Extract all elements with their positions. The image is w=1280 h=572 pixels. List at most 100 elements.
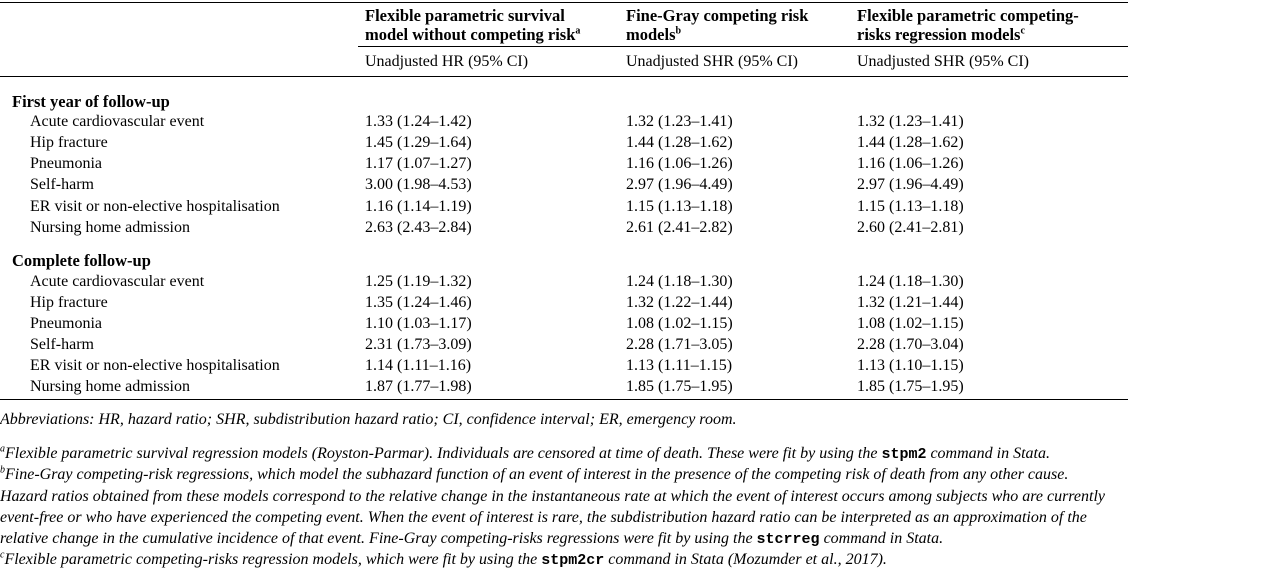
cell-shr-finegray: 2.28 (1.71–3.05) <box>626 336 733 353</box>
table-row: Acute cardiovascular event 1.25 (1.19–1.… <box>0 271 1128 292</box>
row-label: Hip fracture <box>30 294 108 311</box>
header-bottom-rule <box>0 76 1128 77</box>
table-bottom-rule <box>0 399 1128 400</box>
table-row: Hip fracture 1.45 (1.29–1.64) 1.44 (1.28… <box>0 132 1128 153</box>
footnote-b-line3: event-free or who have experienced the c… <box>0 509 1087 526</box>
footnote-c-marker: c <box>0 549 5 561</box>
section-title-first-year: First year of follow-up <box>12 92 170 111</box>
cell-shr-flexible: 1.32 (1.21–1.44) <box>857 294 964 311</box>
footnote-marker-b: b <box>675 25 682 37</box>
footnote-c-command: stpm2cr <box>541 552 605 569</box>
footnote-marker-c: c <box>1020 25 1025 37</box>
cell-hr: 1.35 (1.24–1.46) <box>365 294 472 311</box>
cell-shr-flexible: 1.15 (1.13–1.18) <box>857 198 964 215</box>
cell-shr-finegray: 1.15 (1.13–1.18) <box>626 198 733 215</box>
cell-shr-flexible: 1.44 (1.28–1.62) <box>857 134 964 151</box>
cell-shr-finegray: 2.97 (1.96–4.49) <box>626 176 733 193</box>
cell-hr: 1.25 (1.19–1.32) <box>365 273 472 290</box>
cell-hr: 3.00 (1.98–4.53) <box>365 176 472 193</box>
cell-shr-finegray: 1.24 (1.18–1.30) <box>626 273 733 290</box>
col1-header: Flexible parametric survival model witho… <box>365 6 580 44</box>
table-row: Nursing home admission 1.87 (1.77–1.98) … <box>0 376 1128 397</box>
cell-shr-flexible: 2.60 (2.41–2.81) <box>857 219 964 236</box>
cell-hr: 1.16 (1.14–1.19) <box>365 198 472 215</box>
col2-header-line1: Fine-Gray competing risk <box>626 6 809 25</box>
footnote-b-command: stcrreg <box>756 531 820 548</box>
cell-shr-flexible: 2.97 (1.96–4.49) <box>857 176 964 193</box>
footnote-b-line4: relative change in the cumulative incide… <box>0 528 1280 551</box>
table-row: ER visit or non-elective hospitalisation… <box>0 355 1128 376</box>
footnote-a-marker: a <box>0 443 5 455</box>
cell-hr: 1.33 (1.24–1.42) <box>365 113 472 130</box>
row-label: Self-harm <box>30 336 94 353</box>
footnote-c-text-end: command in Stata (Mozumder et al., 2017)… <box>604 551 887 568</box>
section-title-complete: Complete follow-up <box>12 251 151 270</box>
footnote-b-text-end: command in Stata. <box>819 530 944 547</box>
col3-header-line1: Flexible parametric competing- <box>857 6 1079 25</box>
row-label: Acute cardiovascular event <box>30 273 205 290</box>
cell-shr-finegray: 1.08 (1.02–1.15) <box>626 315 733 332</box>
footnote-b-line2: Hazard ratios obtained from these models… <box>0 488 1106 505</box>
row-label: ER visit or non-elective hospitalisation <box>30 357 280 374</box>
cell-shr-finegray: 1.32 (1.23–1.41) <box>626 113 733 130</box>
cell-shr-flexible: 1.08 (1.02–1.15) <box>857 315 964 332</box>
row-label: Nursing home admission <box>30 378 190 395</box>
row-label: Pneumonia <box>30 155 102 172</box>
footnote-a-command: stpm2 <box>881 446 927 463</box>
table-row: Pneumonia 1.17 (1.07–1.27) 1.16 (1.06–1.… <box>0 153 1128 174</box>
row-label: Self-harm <box>30 176 94 193</box>
cell-shr-flexible: 1.32 (1.23–1.41) <box>857 113 964 130</box>
footnote-a: aFlexible parametric survival regression… <box>0 443 1280 466</box>
cell-hr: 1.10 (1.03–1.17) <box>365 315 472 332</box>
col2-header-line2: modelsb <box>626 25 682 44</box>
cell-hr: 1.87 (1.77–1.98) <box>365 378 472 395</box>
col3-header: Flexible parametric competing- risks reg… <box>857 6 1079 44</box>
footnote-b-marker: b <box>0 464 5 476</box>
cell-shr-finegray: 1.13 (1.11–1.15) <box>626 357 733 374</box>
cell-hr: 1.14 (1.11–1.16) <box>365 357 472 374</box>
cell-shr-finegray: 1.44 (1.28–1.62) <box>626 134 733 151</box>
col3-subheader: Unadjusted SHR (95% CI) <box>857 53 1029 70</box>
cell-shr-flexible: 1.24 (1.18–1.30) <box>857 273 964 290</box>
cell-hr: 2.31 (1.73–3.09) <box>365 336 472 353</box>
cell-shr-finegray: 1.32 (1.22–1.44) <box>626 294 733 311</box>
header-group-rule <box>358 46 1128 47</box>
row-label: Hip fracture <box>30 134 108 151</box>
cell-hr: 2.63 (2.43–2.84) <box>365 219 472 236</box>
footnote-a-text: Flexible parametric survival regression … <box>5 445 882 462</box>
footnote-c-text: Flexible parametric competing-risks regr… <box>4 551 542 568</box>
footnote-b-text-4: relative change in the cumulative incide… <box>0 530 757 547</box>
table-row: Self-harm 2.31 (1.73–3.09) 2.28 (1.71–3.… <box>0 334 1128 355</box>
cell-hr: 1.17 (1.07–1.27) <box>365 155 472 172</box>
col1-header-line1: Flexible parametric survival <box>365 6 565 25</box>
table-row: Pneumonia 1.10 (1.03–1.17) 1.08 (1.02–1.… <box>0 313 1128 334</box>
footnote-a-text-end: command in Stata. <box>926 445 1050 462</box>
table-row: Hip fracture 1.35 (1.24–1.46) 1.32 (1.22… <box>0 292 1128 313</box>
footnote-b-line1: bFine-Gray competing-risk regressions, w… <box>0 464 1280 486</box>
footnote-marker-a: a <box>575 25 581 37</box>
col2-header: Fine-Gray competing risk modelsb <box>626 6 808 44</box>
table-row: ER visit or non-elective hospitalisation… <box>0 196 1128 217</box>
col1-header-line2: model without competing riska <box>365 25 581 44</box>
cell-shr-finegray: 1.16 (1.06–1.26) <box>626 155 733 172</box>
footnote-b-text-1: Fine-Gray competing-risk regressions, wh… <box>5 466 1069 483</box>
cell-shr-flexible: 2.28 (1.70–3.04) <box>857 336 964 353</box>
cell-shr-flexible: 1.85 (1.75–1.95) <box>857 378 964 395</box>
cell-shr-flexible: 1.16 (1.06–1.26) <box>857 155 964 172</box>
row-label: Nursing home admission <box>30 219 190 236</box>
cell-shr-flexible: 1.13 (1.10–1.15) <box>857 357 964 374</box>
row-label: ER visit or non-elective hospitalisation <box>30 198 280 215</box>
table-row: Nursing home admission 2.63 (2.43–2.84) … <box>0 217 1128 238</box>
col2-subheader: Unadjusted SHR (95% CI) <box>626 53 798 70</box>
col3-header-line2: risks regression modelsc <box>857 25 1025 44</box>
row-label: Acute cardiovascular event <box>30 113 205 130</box>
table-row: Acute cardiovascular event 1.33 (1.24–1.… <box>0 111 1128 132</box>
col1-subheader: Unadjusted HR (95% CI) <box>365 53 529 70</box>
table-row: Self-harm 3.00 (1.98–4.53) 2.97 (1.96–4.… <box>0 174 1128 195</box>
row-label: Pneumonia <box>30 315 102 332</box>
cell-hr: 1.45 (1.29–1.64) <box>365 134 472 151</box>
cell-shr-finegray: 1.85 (1.75–1.95) <box>626 378 733 395</box>
table-top-rule <box>0 2 1128 3</box>
cell-shr-finegray: 2.61 (2.41–2.82) <box>626 219 733 236</box>
abbreviations-note: Abbreviations: HR, hazard ratio; SHR, su… <box>0 411 737 428</box>
